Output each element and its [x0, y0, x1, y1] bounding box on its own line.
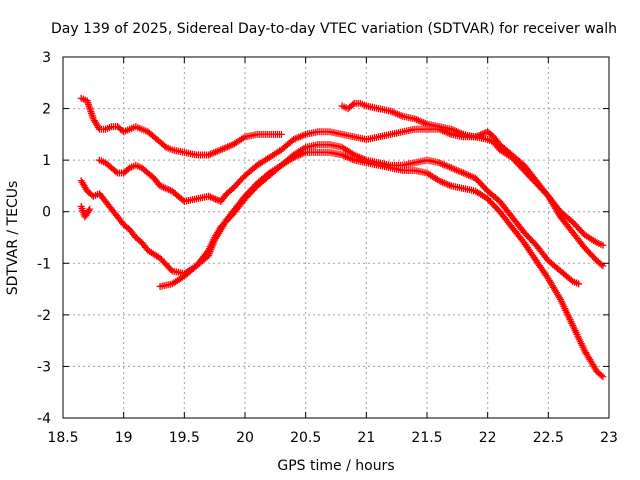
data-point — [597, 371, 605, 379]
tick-labels: 18.5 19 19.5 20 20.5 21 21.5 22 22.5 23-4-3-2-101… — [37, 50, 618, 446]
data-point — [161, 142, 169, 150]
x-tick-label: 19 — [115, 430, 133, 446]
data-point — [124, 165, 132, 173]
y-tick-label: 3 — [42, 50, 51, 66]
y-tick-label: -4 — [37, 411, 51, 427]
y-axis-label: SDTVAR / TECUs — [5, 181, 21, 296]
y-tick-label: 2 — [42, 102, 51, 118]
data-point — [112, 168, 120, 176]
data-point — [597, 261, 605, 269]
y-tick-label: 0 — [42, 205, 51, 221]
data-point — [277, 130, 285, 138]
data-point — [599, 373, 607, 381]
x-tick-label: 20.5 — [290, 430, 321, 446]
data-point — [567, 276, 575, 284]
y-tick-label: -1 — [37, 256, 51, 272]
x-tick-label: 22.5 — [533, 430, 564, 446]
series-series-5 — [338, 99, 607, 270]
x-tick-label: 23 — [600, 430, 618, 446]
chart-title: Day 139 of 2025, Sidereal Day-to-day VTE… — [51, 21, 617, 37]
data-point — [86, 205, 94, 213]
x-tick-label: 21.5 — [411, 430, 442, 446]
y-tick-label: -2 — [37, 308, 51, 324]
y-tick-label: -3 — [37, 359, 51, 375]
data-point — [575, 280, 583, 288]
x-axis-label: GPS time / hours — [277, 458, 394, 474]
series-series-4 — [156, 141, 583, 290]
x-tick-label: 19.5 — [169, 430, 200, 446]
x-tick-label: 18.5 — [47, 430, 78, 446]
data-point — [599, 262, 607, 270]
x-tick-label: 20 — [236, 430, 254, 446]
data-marks — [77, 94, 607, 381]
x-tick-label: 22 — [479, 430, 497, 446]
y-tick-label: 1 — [42, 153, 51, 169]
data-point — [349, 101, 357, 109]
series-series-6 — [77, 203, 94, 221]
plot-frame — [62, 56, 610, 419]
series-series-1 — [77, 94, 285, 159]
data-point — [85, 207, 93, 215]
data-point — [599, 241, 607, 249]
axis-ticks — [62, 56, 610, 419]
x-tick-label: 21 — [357, 430, 375, 446]
